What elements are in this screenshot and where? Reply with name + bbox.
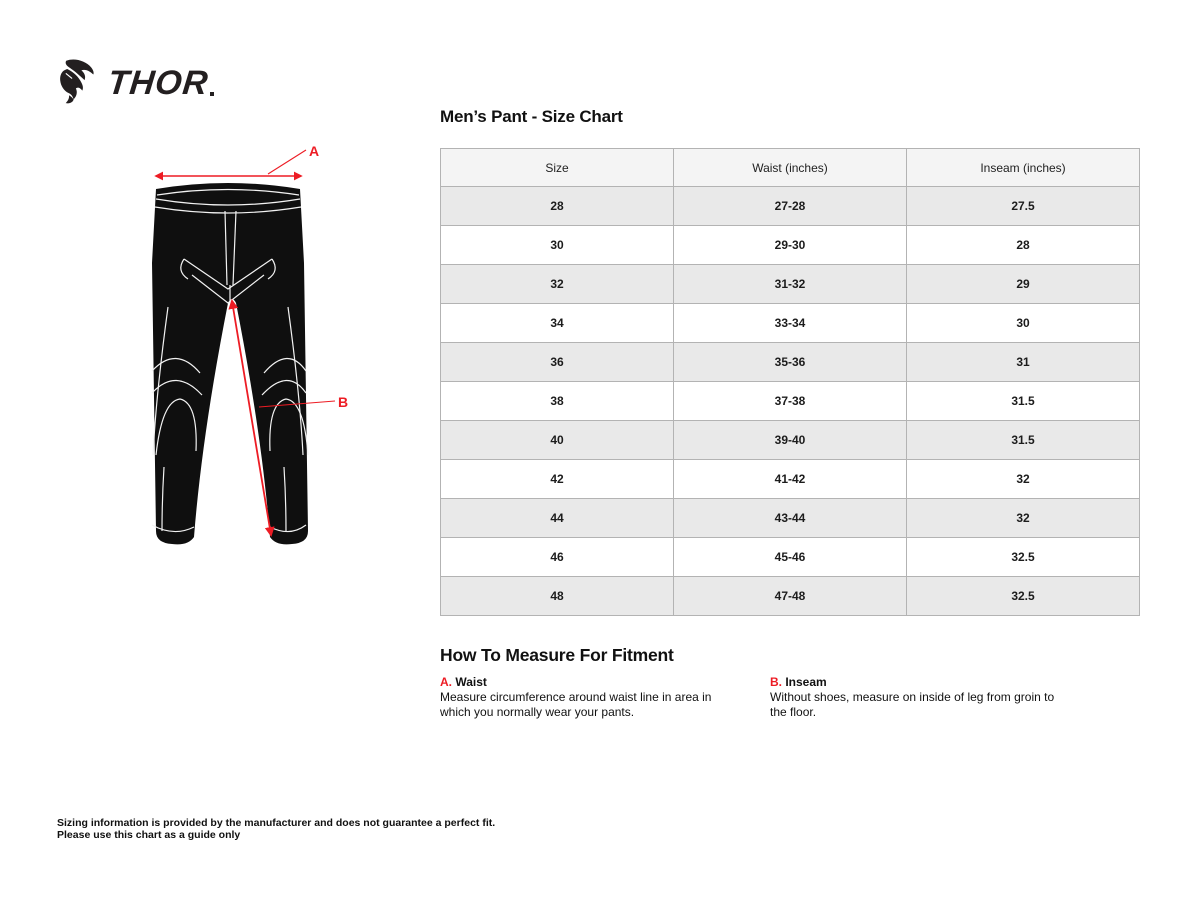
inseam-label-b: B xyxy=(338,394,348,410)
size-cell: 46 xyxy=(440,537,674,577)
column-header-size: Size xyxy=(440,148,674,187)
disclaimer-line1: Sizing information is provided by the ma… xyxy=(57,817,496,829)
table-row: 44 43-44 32 xyxy=(440,498,1140,538)
table-row: 36 35-36 31 xyxy=(440,342,1140,382)
inseam-cell: 27.5 xyxy=(906,186,1140,226)
table-row: 30 29-30 28 xyxy=(440,225,1140,265)
measure-item-heading: A. Waist xyxy=(440,675,770,689)
thor-goat-icon xyxy=(60,59,94,104)
size-cell: 34 xyxy=(440,303,674,343)
measure-item-heading: B. Inseam xyxy=(770,675,1140,689)
waist-cell: 45-46 xyxy=(673,537,907,577)
page-title: Men’s Pant - Size Chart xyxy=(440,107,623,126)
inseam-cell: 28 xyxy=(906,225,1140,265)
size-cell: 32 xyxy=(440,264,674,304)
label-a-pointer-line xyxy=(267,149,307,175)
disclaimer-line2: Please use this chart as a guide only xyxy=(57,828,241,841)
table-row: 48 47-48 32.5 xyxy=(440,576,1140,616)
waist-cell: 35-36 xyxy=(673,342,907,382)
brand-name: THOR xyxy=(106,64,211,102)
label-b-pointer-line xyxy=(258,400,336,408)
table-row: 46 45-46 32.5 xyxy=(440,537,1140,577)
size-cell: 30 xyxy=(440,225,674,265)
table-row: 42 41-42 32 xyxy=(440,459,1140,499)
size-cell: 44 xyxy=(440,498,674,538)
inseam-cell: 29 xyxy=(906,264,1140,304)
inseam-cell: 32 xyxy=(906,498,1140,538)
table-row: 34 33-34 30 xyxy=(440,303,1140,343)
size-chart-section: Men’s Pant - Size Chart Size Waist (inch… xyxy=(440,98,1140,719)
measure-item-inseam: B. Inseam Without shoes, measure on insi… xyxy=(770,675,1140,719)
inseam-measure-line xyxy=(228,299,275,537)
table-row: 28 27-28 27.5 xyxy=(440,186,1140,226)
inseam-cell: 31.5 xyxy=(906,381,1140,421)
size-cell: 38 xyxy=(440,381,674,421)
measure-name-waist: Waist xyxy=(455,675,487,689)
waist-cell: 37-38 xyxy=(673,381,907,421)
pants-seam-lines xyxy=(151,188,309,533)
brand-trademark-dot xyxy=(210,92,215,96)
header-row: Size Waist (inches) Inseam (inches) xyxy=(440,148,1140,187)
measure-description-waist: Measure circumference around waist line … xyxy=(440,690,712,719)
measure-description-inseam: Without shoes, measure on inside of leg … xyxy=(770,690,1055,719)
inseam-cell: 32 xyxy=(906,459,1140,499)
size-cell: 42 xyxy=(440,459,674,499)
inseam-cell: 32.5 xyxy=(906,576,1140,616)
measure-letter-a: A. xyxy=(440,675,452,689)
size-cell: 36 xyxy=(440,342,674,382)
waist-cell: 41-42 xyxy=(673,459,907,499)
waist-cell: 43-44 xyxy=(673,498,907,538)
waist-label-a: A xyxy=(309,143,319,159)
measure-name-inseam: Inseam xyxy=(785,675,827,689)
inseam-cell: 30 xyxy=(906,303,1140,343)
size-table-body: 28 27-28 27.5 30 29-30 28 32 31-32 29 34 33-34 30 36… xyxy=(440,186,1140,616)
size-cell: 40 xyxy=(440,420,674,460)
waist-cell: 27-28 xyxy=(673,186,907,226)
measure-instructions: A. Waist Measure circumference around wa… xyxy=(440,675,1140,719)
column-header-inseam: Inseam (inches) xyxy=(906,148,1140,187)
size-cell: 48 xyxy=(440,576,674,616)
disclaimer: Sizing information is provided by the ma… xyxy=(57,817,496,842)
brand-logo: THOR xyxy=(57,56,215,106)
size-table-header: Size Waist (inches) Inseam (inches) xyxy=(440,148,1140,187)
waist-cell: 29-30 xyxy=(673,225,907,265)
measure-letter-b: B. xyxy=(770,675,782,689)
table-row: 38 37-38 31.5 xyxy=(440,381,1140,421)
size-chart-table: Size Waist (inches) Inseam (inches) 28 27… xyxy=(440,148,1140,616)
table-row: 32 31-32 29 xyxy=(440,264,1140,304)
waist-cell: 31-32 xyxy=(673,264,907,304)
inseam-cell: 31.5 xyxy=(906,420,1140,460)
column-header-waist: Waist (inches) xyxy=(673,148,907,187)
measure-item-waist: A. Waist Measure circumference around wa… xyxy=(440,675,770,719)
how-to-measure-title: How To Measure For Fitment xyxy=(440,645,674,665)
inseam-cell: 31 xyxy=(906,342,1140,382)
waist-cell: 33-34 xyxy=(673,303,907,343)
pants-measurement-diagram: A B xyxy=(151,143,348,545)
waist-cell: 39-40 xyxy=(673,420,907,460)
inseam-cell: 32.5 xyxy=(906,537,1140,577)
measurement-annotations: A B xyxy=(154,143,348,537)
table-row: 40 39-40 31.5 xyxy=(440,420,1140,460)
waist-cell: 47-48 xyxy=(673,576,907,616)
size-cell: 28 xyxy=(440,186,674,226)
